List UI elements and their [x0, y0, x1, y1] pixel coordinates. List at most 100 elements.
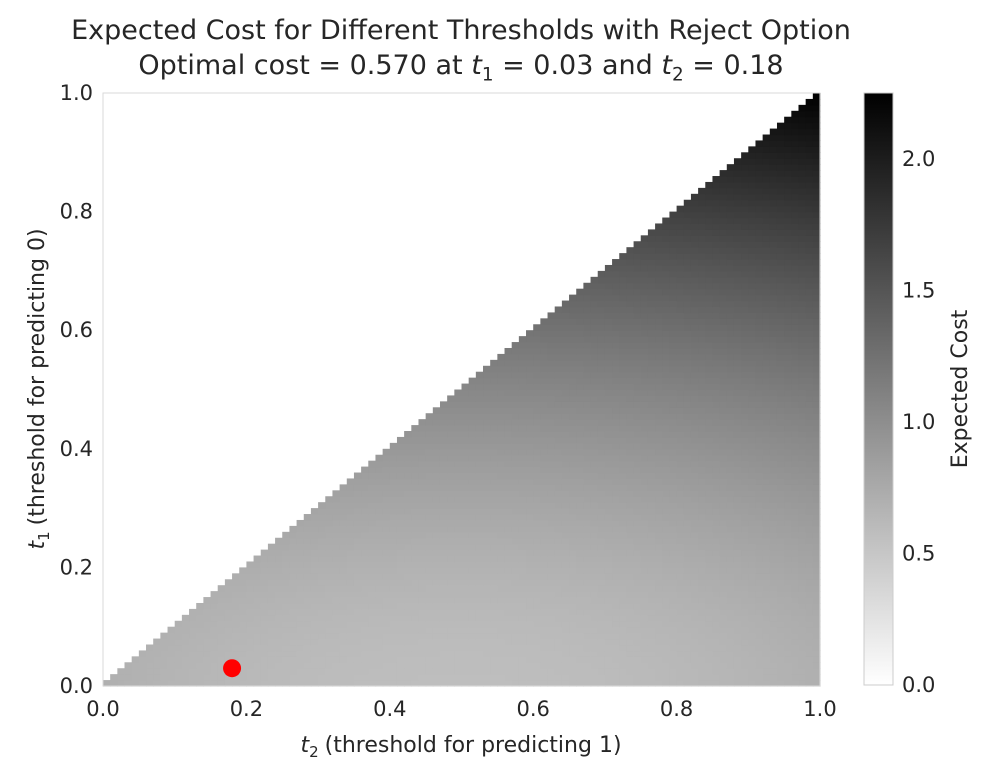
heatmap-cell [748, 259, 757, 266]
heatmap-cell [189, 650, 197, 657]
heatmap-cell [748, 496, 757, 503]
heatmap-cell [196, 668, 204, 675]
heatmap-cell [189, 614, 197, 622]
heatmap-cell [296, 626, 305, 634]
heatmap-cell [246, 567, 255, 574]
heatmap-cell [726, 626, 735, 634]
heatmap-cell [683, 608, 692, 616]
heatmap-cell [662, 300, 671, 308]
heatmap-cell [554, 508, 563, 515]
heatmap-cell [698, 359, 706, 367]
heatmap-cell [425, 508, 434, 515]
heatmap-cell [432, 597, 441, 604]
heatmap-cell [447, 502, 455, 509]
heatmap-cell [547, 514, 556, 521]
heatmap-cell [626, 567, 635, 574]
heatmap-cell [267, 674, 276, 681]
subtitle-prefix: Optimal cost = 0.570 at [138, 50, 463, 81]
heatmap-cell [554, 383, 563, 391]
heatmap-cell [569, 401, 577, 408]
heatmap-cell [526, 377, 534, 385]
heatmap-cell [784, 537, 792, 545]
heatmap-cell [569, 466, 577, 474]
heatmap-cell [576, 359, 584, 367]
heatmap-cell [640, 668, 649, 675]
heatmap-cell [798, 680, 807, 687]
heatmap-cell [404, 614, 412, 622]
heatmap-cell [604, 478, 613, 485]
heatmap-cell [461, 567, 470, 574]
heatmap-cell [246, 644, 255, 652]
heatmap-cell [741, 508, 749, 515]
heatmap-cell [569, 644, 577, 652]
heatmap-cell [189, 674, 197, 681]
heatmap-cell [561, 555, 570, 563]
heatmap-cell [418, 478, 427, 485]
heatmap-cell [526, 608, 534, 616]
heatmap-cell [547, 656, 556, 663]
heatmap-cell [662, 294, 671, 302]
heatmap-cell [404, 531, 412, 539]
heatmap-cell [418, 585, 427, 592]
heatmap-cell [576, 401, 584, 408]
heatmap-cell [690, 680, 699, 687]
heatmap-cell [719, 425, 728, 432]
heatmap-cell [497, 626, 506, 634]
heatmap-cell [805, 140, 814, 147]
heatmap-cell [755, 425, 764, 432]
heatmap-cell [461, 674, 470, 681]
heatmap-cell [812, 591, 821, 598]
heatmap-cell [490, 484, 498, 491]
heatmap-cell [698, 555, 706, 563]
heatmap-cell [662, 264, 671, 272]
heatmap-cell [260, 585, 269, 592]
heatmap-cell [612, 573, 620, 580]
heatmap-cell [318, 668, 326, 675]
heatmap-cell [719, 205, 728, 213]
heatmap-cell [583, 531, 592, 539]
heatmap-cell [748, 626, 757, 634]
heatmap-cell [676, 519, 685, 527]
heatmap-cell [669, 626, 678, 634]
heatmap-cell [733, 312, 742, 319]
heatmap-cell [475, 413, 484, 420]
heatmap-cell [432, 543, 441, 551]
heatmap-cell [712, 300, 721, 308]
heatmap-cell [361, 632, 369, 640]
heatmap-cell [447, 537, 455, 545]
heatmap-cell [569, 531, 577, 539]
heatmap-cell [669, 608, 678, 616]
heatmap-cell [798, 674, 807, 681]
heatmap-cell [361, 620, 369, 628]
heatmap-cell [776, 514, 785, 521]
heatmap-cell [612, 276, 620, 284]
heatmap-cell [712, 407, 721, 414]
heatmap-cell [619, 288, 628, 296]
heatmap-cell [561, 342, 570, 349]
heatmap-cell [712, 181, 721, 189]
heatmap-cell [368, 466, 377, 474]
heatmap-cell [733, 176, 742, 183]
heatmap-cell [705, 318, 714, 325]
heatmap-cell [676, 383, 685, 391]
heatmap-cell [296, 632, 305, 640]
heatmap-cell [662, 650, 671, 657]
heatmap-cell [282, 597, 291, 604]
heatmap-cell [669, 555, 678, 563]
heatmap-cell [647, 383, 656, 391]
heatmap-cell [332, 626, 341, 634]
heatmap-cell [511, 496, 520, 503]
heatmap-cell [762, 342, 771, 349]
heatmap-cell [540, 442, 549, 450]
heatmap-cell [497, 614, 506, 622]
heatmap-cell [583, 519, 592, 527]
heatmap-cell [411, 573, 420, 580]
heatmap-cell [662, 431, 671, 438]
heatmap-cell [690, 442, 699, 450]
heatmap-cell [396, 567, 405, 574]
heatmap-cell [540, 377, 549, 385]
heatmap-cell [733, 336, 742, 343]
heatmap-cell [776, 674, 785, 681]
heatmap-cell [619, 371, 628, 379]
heatmap-cell [741, 401, 749, 408]
